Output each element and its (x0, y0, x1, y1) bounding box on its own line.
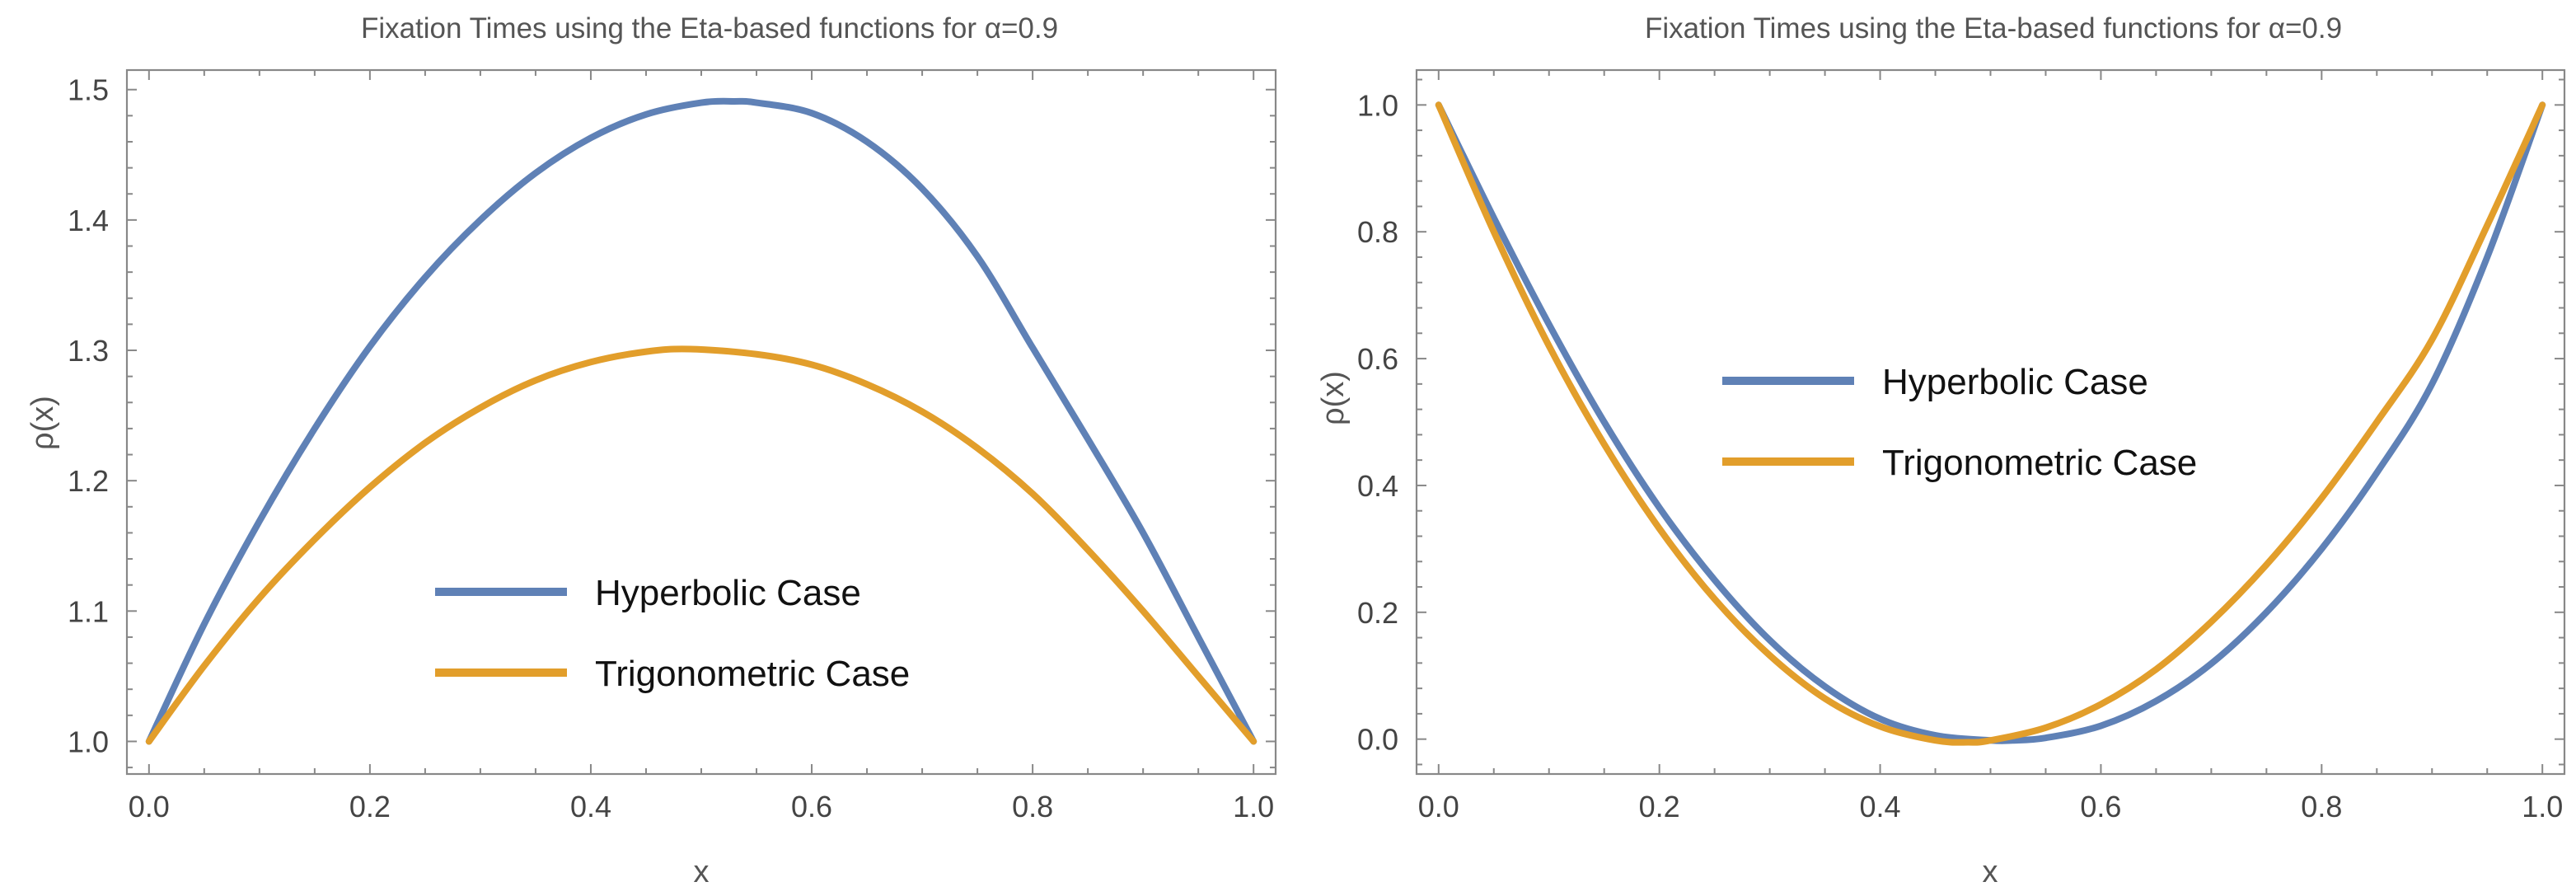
right-legend-label-trigonometric: Trigonometric Case (1882, 443, 2197, 483)
left-legend: Hyperbolic Case Trigonometric Case (435, 573, 910, 694)
left-tick-marks (127, 70, 1276, 774)
y-tick-label: 0.2 (1357, 596, 1398, 630)
right-legend-label-hyperbolic: Hyperbolic Case (1882, 362, 2148, 402)
left-x-axis-label: x (694, 855, 710, 889)
x-tick-label: 0.2 (1639, 790, 1680, 823)
y-tick-label: 1.0 (1357, 88, 1398, 122)
right-series-line-trigonometric (1435, 101, 2546, 746)
y-tick-label: 1.0 (68, 725, 109, 758)
right-x-axis-label: x (1983, 855, 1998, 889)
y-tick-label: 1.3 (68, 334, 109, 368)
left-y-axis-label: ρ(x) (26, 396, 60, 450)
left-panel: Fixation Times using the Eta-based funct… (26, 12, 1277, 889)
left-legend-label-hyperbolic: Hyperbolic Case (595, 573, 861, 613)
right-y-axis-label: ρ(x) (1316, 371, 1351, 425)
left-legend-label-trigonometric: Trigonometric Case (595, 654, 910, 694)
y-tick-label: 0.6 (1357, 342, 1398, 376)
x-tick-label: 1.0 (2522, 790, 2563, 823)
y-tick-label: 0.4 (1357, 469, 1398, 503)
x-tick-label: 0.0 (129, 790, 170, 823)
left-series-line-hyperbolic (145, 97, 1258, 745)
right-chart-title: Fixation Times using the Eta-based funct… (1645, 12, 2342, 45)
y-tick-label: 1.4 (68, 204, 109, 237)
right-curves (1435, 101, 2546, 746)
left-chart-title: Fixation Times using the Eta-based funct… (361, 12, 1058, 45)
x-tick-label: 0.6 (791, 790, 832, 823)
right-tick-marks (1417, 70, 2564, 774)
y-tick-label: 1.5 (68, 73, 109, 107)
y-tick-label: 1.2 (68, 464, 109, 498)
y-tick-label: 0.0 (1357, 723, 1398, 757)
x-tick-label: 0.8 (2301, 790, 2342, 823)
right-x-tick-labels: 0.0 0.2 0.4 0.6 0.8 1.0 (1418, 790, 2563, 823)
right-legend: Hyperbolic Case Trigonometric Case (1722, 362, 2197, 483)
x-tick-label: 1.0 (1233, 790, 1274, 823)
left-curves (145, 97, 1258, 745)
y-tick-label: 0.8 (1357, 215, 1398, 249)
y-tick-label: 1.1 (68, 594, 109, 628)
left-x-tick-labels: 0.0 0.2 0.4 0.6 0.8 1.0 (129, 790, 1274, 823)
x-tick-label: 0.2 (349, 790, 391, 823)
left-series-line-trigonometric (145, 345, 1258, 745)
x-tick-label: 0.4 (570, 790, 611, 823)
left-y-tick-labels: 1.0 1.1 1.2 1.3 1.4 1.5 (68, 73, 109, 759)
right-panel: Fixation Times using the Eta-based funct… (1316, 12, 2566, 889)
right-y-tick-labels: 0.0 0.2 0.4 0.6 0.8 1.0 (1357, 88, 1398, 756)
x-tick-label: 0.8 (1012, 790, 1053, 823)
x-tick-label: 0.4 (1860, 790, 1901, 823)
x-tick-label: 0.6 (2080, 790, 2121, 823)
x-tick-label: 0.0 (1418, 790, 1459, 823)
